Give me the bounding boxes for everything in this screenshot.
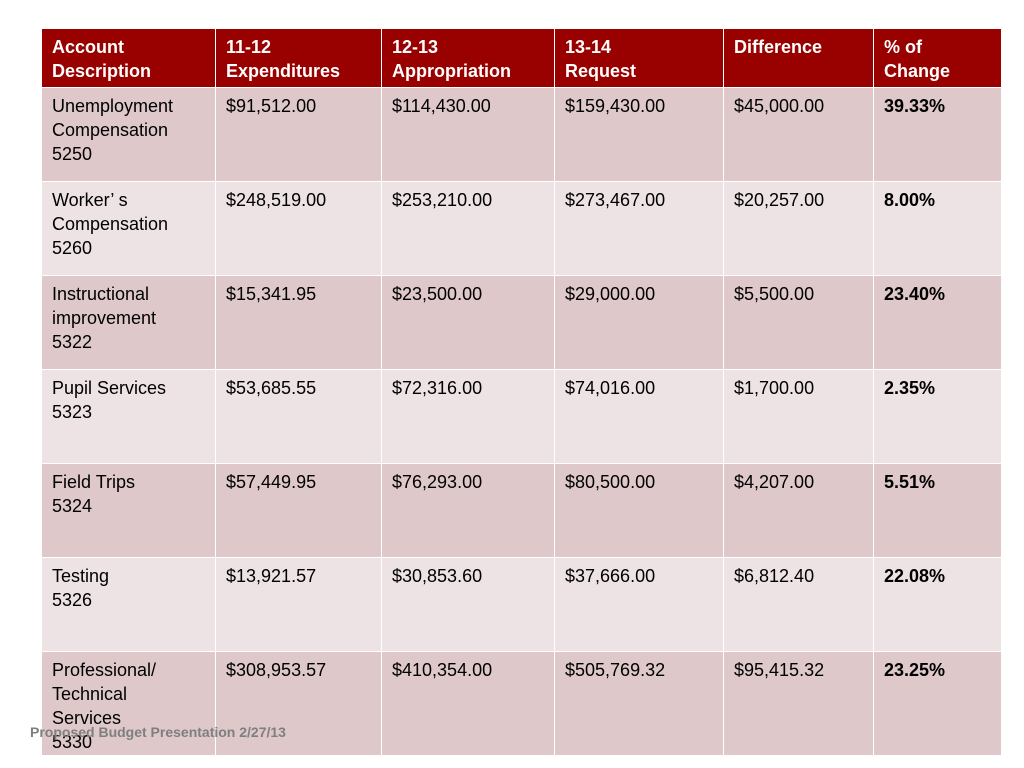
header-request: 13-14 Request: [554, 28, 724, 88]
table-row: Instructional improvement 5322 $15,341.9…: [41, 275, 1002, 370]
header-text: % of: [884, 37, 922, 57]
cell-request: $273,467.00: [554, 181, 724, 276]
description-line: 5330: [52, 732, 93, 752]
table-row: Pupil Services 5323 $53,685.55 $72,316.0…: [41, 369, 1002, 464]
description-line: Technical: [52, 684, 128, 704]
cell-expenditures: $91,512.00: [215, 87, 382, 182]
cell-difference: $1,700.00: [723, 369, 874, 464]
table-row: Field Trips 5324 $57,449.95 $76,293.00 $…: [41, 463, 1002, 558]
cell-request: $159,430.00: [554, 87, 724, 182]
cell-description: Instructional improvement 5322: [41, 275, 216, 370]
cell-pct-change: 5.51%: [873, 463, 1002, 558]
cell-request: $505,769.32: [554, 651, 724, 756]
header-text: 13-14: [565, 37, 612, 57]
cell-pct-change: 23.25%: [873, 651, 1002, 756]
description-line: Professional/: [52, 660, 157, 680]
table-row: Worker’ s Compensation 5260 $248,519.00 …: [41, 181, 1002, 276]
cell-expenditures: $53,685.55: [215, 369, 382, 464]
cell-appropriation: $76,293.00: [381, 463, 555, 558]
header-text: Description: [52, 61, 152, 81]
cell-difference: $5,500.00: [723, 275, 874, 370]
cell-appropriation: $72,316.00: [381, 369, 555, 464]
cell-appropriation: $114,430.00: [381, 87, 555, 182]
cell-description: Testing 5326: [41, 557, 216, 652]
description-line: Testing: [52, 566, 110, 586]
cell-expenditures: $248,519.00: [215, 181, 382, 276]
header-text: Appropriation: [392, 61, 511, 81]
cell-appropriation: $410,354.00: [381, 651, 555, 756]
cell-difference: $95,415.32: [723, 651, 874, 756]
header-text: Expenditures: [226, 61, 341, 81]
header-text: 11-12: [226, 37, 272, 57]
cell-appropriation: $253,210.00: [381, 181, 555, 276]
header-row: Account Description 11-12 Expenditures 1…: [41, 28, 1002, 88]
description-line: Services: [52, 708, 122, 728]
table-row: Professional/ Technical Services 5330 $3…: [41, 651, 1002, 756]
header-text: Change: [884, 61, 951, 81]
header-text: Account: [52, 37, 124, 57]
cell-description: Worker’ s Compensation 5260: [41, 181, 216, 276]
description-line: 5260: [52, 238, 93, 258]
cell-difference: $20,257.00: [723, 181, 874, 276]
header-text: Difference: [734, 37, 823, 57]
header-expenditures: 11-12 Expenditures: [215, 28, 382, 88]
cell-difference: $45,000.00: [723, 87, 874, 182]
header-account-description: Account Description: [41, 28, 216, 88]
cell-request: $37,666.00: [554, 557, 724, 652]
cell-request: $29,000.00: [554, 275, 724, 370]
description-line: Pupil Services: [52, 378, 167, 398]
description-line: 5326: [52, 590, 93, 610]
header-pct-change: % of Change: [873, 28, 1002, 88]
table-row: Unemployment Compensation 5250 $91,512.0…: [41, 87, 1002, 182]
cell-request: $80,500.00: [554, 463, 724, 558]
cell-description: Pupil Services 5323: [41, 369, 216, 464]
header-difference: Difference: [723, 28, 874, 88]
description-line: Field Trips: [52, 472, 136, 492]
cell-request: $74,016.00: [554, 369, 724, 464]
description-line: 5324: [52, 496, 93, 516]
description-line: 5323: [52, 402, 93, 422]
cell-difference: $6,812.40: [723, 557, 874, 652]
cell-expenditures: $15,341.95: [215, 275, 382, 370]
description-line: 5250: [52, 144, 93, 164]
cell-pct-change: 39.33%: [873, 87, 1002, 182]
cell-description: Unemployment Compensation 5250: [41, 87, 216, 182]
cell-description: Professional/ Technical Services 5330: [41, 651, 216, 756]
description-line: Instructional: [52, 284, 150, 304]
header-appropriation: 12-13 Appropriation: [381, 28, 555, 88]
description-line: Worker’ s: [52, 190, 128, 210]
header-text: Request: [565, 61, 637, 81]
description-line: Compensation: [52, 120, 169, 140]
description-line: improvement: [52, 308, 157, 328]
table-row: Testing 5326 $13,921.57 $30,853.60 $37,6…: [41, 557, 1002, 652]
description-line: Compensation: [52, 214, 169, 234]
cell-description: Field Trips 5324: [41, 463, 216, 558]
budget-table: Account Description 11-12 Expenditures 1…: [41, 28, 1002, 756]
cell-pct-change: 8.00%: [873, 181, 1002, 276]
table-header: Account Description 11-12 Expenditures 1…: [41, 28, 1002, 88]
cell-pct-change: 2.35%: [873, 369, 1002, 464]
table-body: Unemployment Compensation 5250 $91,512.0…: [41, 87, 1002, 756]
cell-appropriation: $30,853.60: [381, 557, 555, 652]
cell-expenditures: $57,449.95: [215, 463, 382, 558]
description-line: Unemployment: [52, 96, 174, 116]
cell-expenditures: $308,953.57: [215, 651, 382, 756]
cell-difference: $4,207.00: [723, 463, 874, 558]
cell-pct-change: 23.40%: [873, 275, 1002, 370]
cell-pct-change: 22.08%: [873, 557, 1002, 652]
description-line: 5322: [52, 332, 93, 352]
cell-appropriation: $23,500.00: [381, 275, 555, 370]
cell-expenditures: $13,921.57: [215, 557, 382, 652]
footer-text: Proposed Budget Presentation 2/27/13: [30, 724, 286, 740]
header-text: 12-13: [392, 37, 439, 57]
